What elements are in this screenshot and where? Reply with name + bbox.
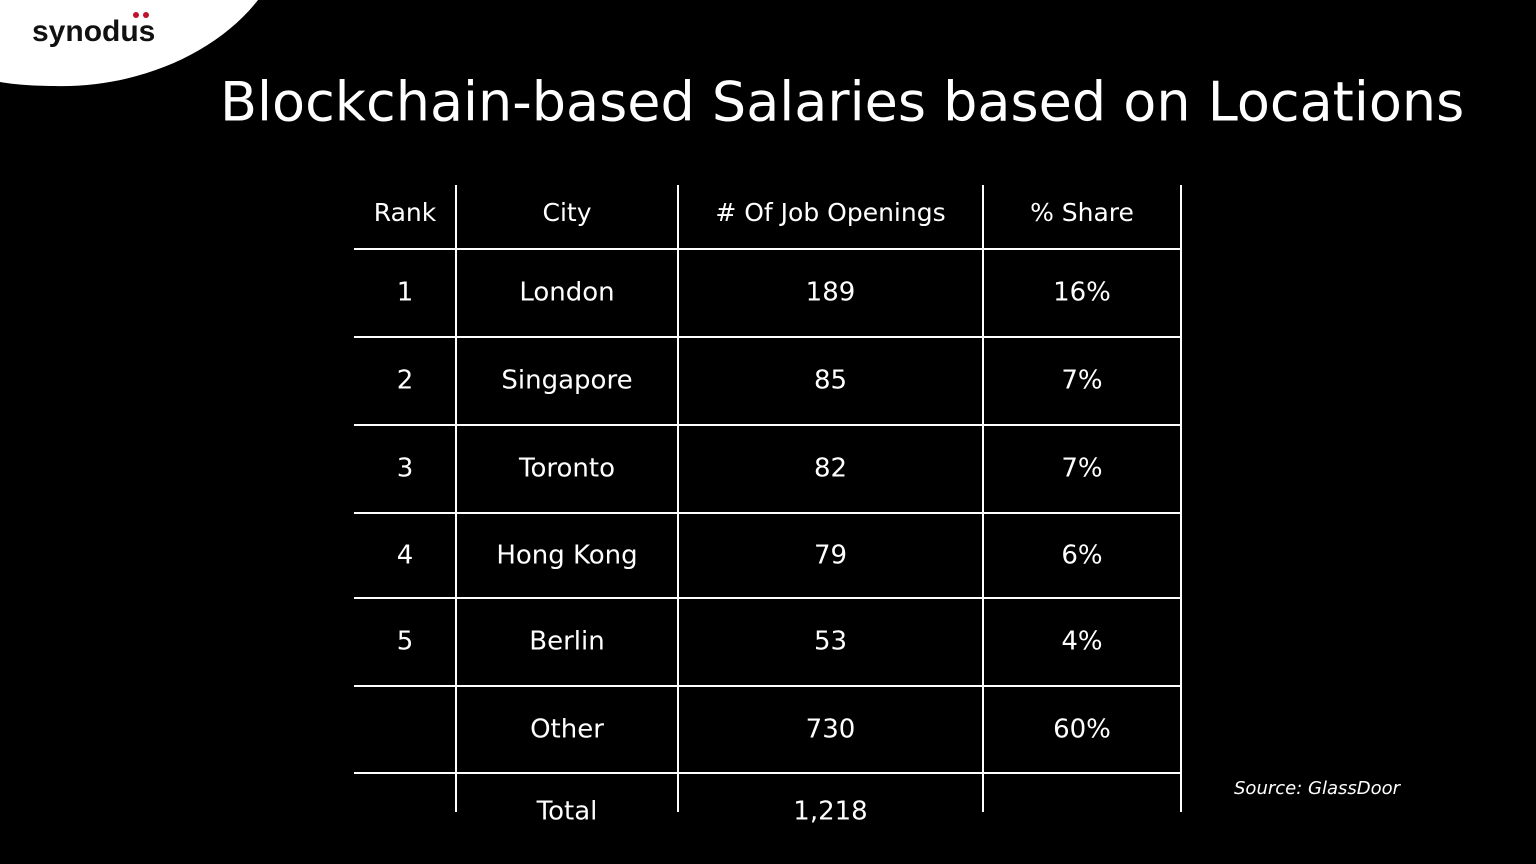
table-cell: 7% bbox=[1061, 366, 1102, 396]
table-cell: 2 bbox=[397, 366, 414, 396]
table-cell: 60% bbox=[1053, 715, 1111, 745]
table-cell: 189 bbox=[806, 278, 856, 308]
table-cell: 4 bbox=[397, 541, 414, 571]
logo-background bbox=[0, 0, 258, 87]
table-cell: 1 bbox=[397, 278, 414, 308]
table-cell: 1,218 bbox=[793, 797, 867, 827]
table-cell: 730 bbox=[806, 715, 856, 745]
table-cell: 7% bbox=[1061, 454, 1102, 484]
source: Source: GlassDoor bbox=[1234, 778, 1402, 799]
column-header: # Of Job Openings bbox=[715, 198, 945, 227]
table-cell: 6% bbox=[1061, 541, 1102, 571]
table-cell: Total bbox=[536, 797, 598, 827]
table-cell: 3 bbox=[397, 454, 414, 484]
table-cell: 4% bbox=[1061, 627, 1102, 657]
table-cell: 16% bbox=[1053, 278, 1111, 308]
table-cell: Berlin bbox=[529, 627, 604, 657]
table-cell: Singapore bbox=[501, 366, 632, 396]
table-cell: London bbox=[519, 278, 614, 308]
title: Blockchain-based Salaries based on Locat… bbox=[220, 71, 1464, 134]
column-header: City bbox=[543, 198, 592, 227]
logo-dot bbox=[143, 12, 149, 18]
table-cell: 82 bbox=[814, 454, 847, 484]
table-cell: Hong Kong bbox=[496, 541, 637, 571]
column-header: % Share bbox=[1030, 198, 1134, 227]
table-cell: 85 bbox=[814, 366, 847, 396]
table-cell: 5 bbox=[397, 627, 414, 657]
table: Rank City # Of Job Openings % Share 1 London 1… bbox=[354, 185, 1182, 827]
table-cell: 53 bbox=[814, 627, 847, 657]
table-cell: Toronto bbox=[518, 454, 615, 484]
logo: synodus bbox=[32, 15, 155, 48]
table-cell: 79 bbox=[814, 541, 847, 571]
column-header: Rank bbox=[374, 198, 437, 227]
logo-dot bbox=[133, 12, 139, 18]
table-cell: Other bbox=[530, 715, 604, 745]
